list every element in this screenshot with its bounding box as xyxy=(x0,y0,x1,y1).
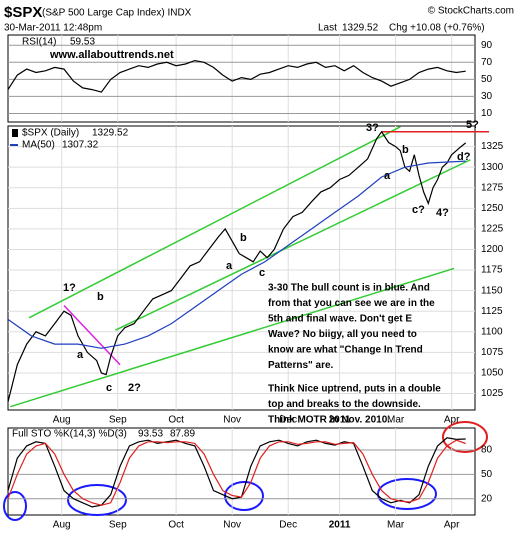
note-line: know are what "Change In Trend xyxy=(268,345,423,356)
y-tick-label: 1050 xyxy=(481,368,504,379)
x-tick-label: Apr xyxy=(444,415,460,426)
wave-label: 4? xyxy=(436,207,449,219)
note-line: 5th and final wave. Don't get E xyxy=(268,314,412,325)
wave-label: d? xyxy=(457,151,471,163)
series-line xyxy=(7,130,467,402)
legend-value: 93.53 xyxy=(138,429,163,440)
note-line: top and breaks to the downside. xyxy=(268,399,421,410)
highlight-ellipse xyxy=(67,484,127,516)
legend-label: RSI(14) xyxy=(22,37,56,48)
note-line: 3-30 The bull count is in blue. And xyxy=(268,283,430,294)
sto-frame xyxy=(7,427,476,516)
y-tick-label: 50 xyxy=(481,469,493,480)
y-tick-label: 1150 xyxy=(481,285,503,296)
y-tick-label: 10 xyxy=(481,108,493,119)
y-tick-label: 1075 xyxy=(481,347,504,358)
highlight-ellipse xyxy=(3,491,27,521)
wave-label: a xyxy=(226,260,233,272)
wave-label: 3? xyxy=(366,122,379,134)
x-tick-label: 2011 xyxy=(329,520,351,531)
legend-label: Full STO %K(14,3) %D(3) xyxy=(12,429,127,440)
wave-label: a xyxy=(384,170,391,182)
wave-label: c xyxy=(106,382,112,394)
wave-label: 5? xyxy=(466,119,479,131)
symbol: $SPX xyxy=(4,4,42,21)
legend-label: $SPX (Daily) xyxy=(22,128,79,139)
y-tick-label: 80 xyxy=(481,445,493,456)
x-tick-label: 2011 xyxy=(329,415,351,426)
y-tick-label: 1250 xyxy=(481,203,504,214)
highlight-ellipse xyxy=(224,481,264,511)
trendline xyxy=(115,159,471,331)
y-tick-label: 1025 xyxy=(481,388,504,399)
x-tick-label: Oct xyxy=(168,415,184,426)
source: © StockCharts.com xyxy=(428,6,514,17)
legend-value: 87.89 xyxy=(170,429,195,440)
series-line xyxy=(7,437,466,508)
price-frame xyxy=(7,125,476,411)
x-tick-label: Oct xyxy=(168,520,184,531)
note-line: Patterns" are. xyxy=(268,360,334,371)
x-tick-label: Mar xyxy=(387,415,405,426)
x-tick-label: Dec xyxy=(279,415,297,426)
note-line: Think Nice uptrend, puts in a double xyxy=(268,384,441,395)
y-tick-label: 1300 xyxy=(481,162,504,173)
date: 30-Mar-2011 12:48pm xyxy=(4,23,102,34)
series-line xyxy=(7,439,466,506)
wave-label: a xyxy=(77,349,84,361)
x-tick-label: Dec xyxy=(279,520,297,531)
rsi-frame xyxy=(7,34,476,123)
y-tick-label: 20 xyxy=(481,493,493,504)
series-line xyxy=(7,59,466,93)
y-tick-label: 1125 xyxy=(481,306,503,317)
trendline xyxy=(28,126,401,319)
y-tick-label: 1275 xyxy=(481,182,504,193)
legend-value: 59.53 xyxy=(70,37,95,48)
wave-label: b xyxy=(402,144,409,156)
x-tick-label: Aug xyxy=(53,520,71,531)
note-line: Think MOTR in Nov. 2010. xyxy=(268,415,390,426)
legend-label: MA(50) xyxy=(22,140,55,151)
wave-label: c xyxy=(259,267,265,279)
note-line: Wave? No biigy, all you need to xyxy=(268,329,417,340)
highlight-ellipse xyxy=(442,421,488,453)
y-tick-label: 1100 xyxy=(481,326,503,337)
wave-label: 2? xyxy=(128,382,141,394)
y-tick-label: 1225 xyxy=(481,224,504,235)
legend-swatch xyxy=(12,129,18,137)
x-tick-label: Sep xyxy=(109,520,127,531)
wave-label: 1? xyxy=(63,282,76,294)
legend-value: 1329.52 xyxy=(92,128,129,139)
y-tick-label: 50 xyxy=(481,74,493,85)
x-tick-label: Nov xyxy=(223,520,241,531)
x-tick-label: Sep xyxy=(109,415,127,426)
x-tick-label: Apr xyxy=(444,520,460,531)
wave-label: b xyxy=(97,291,104,303)
y-tick-label: 70 xyxy=(481,57,493,68)
legend-value: 1307.32 xyxy=(62,140,99,151)
watermark: www.allabouttrends.net xyxy=(49,49,174,61)
note-line: from that you can see we are in the xyxy=(268,298,435,309)
wave-label: b xyxy=(240,232,247,244)
y-tick-label: 1325 xyxy=(481,141,504,152)
x-tick-label: Nov xyxy=(223,415,241,426)
symbol-name: (S&P 500 Large Cap Index) INDX xyxy=(42,8,192,19)
wave-label: c? xyxy=(412,204,425,216)
x-tick-label: Mar xyxy=(387,520,405,531)
y-tick-label: 90 xyxy=(481,40,493,51)
last-label: Last xyxy=(318,23,337,34)
y-tick-label: 1175 xyxy=(481,265,503,276)
y-tick-label: 30 xyxy=(481,91,493,102)
last-value: 1329.52 xyxy=(342,23,379,34)
change: Chg +10.08 (+0.76%) xyxy=(389,23,485,34)
highlight-ellipse xyxy=(377,478,437,510)
x-tick-label: Aug xyxy=(53,415,71,426)
y-tick-label: 1200 xyxy=(481,244,504,255)
series-line xyxy=(7,160,466,349)
trendline xyxy=(10,267,455,408)
